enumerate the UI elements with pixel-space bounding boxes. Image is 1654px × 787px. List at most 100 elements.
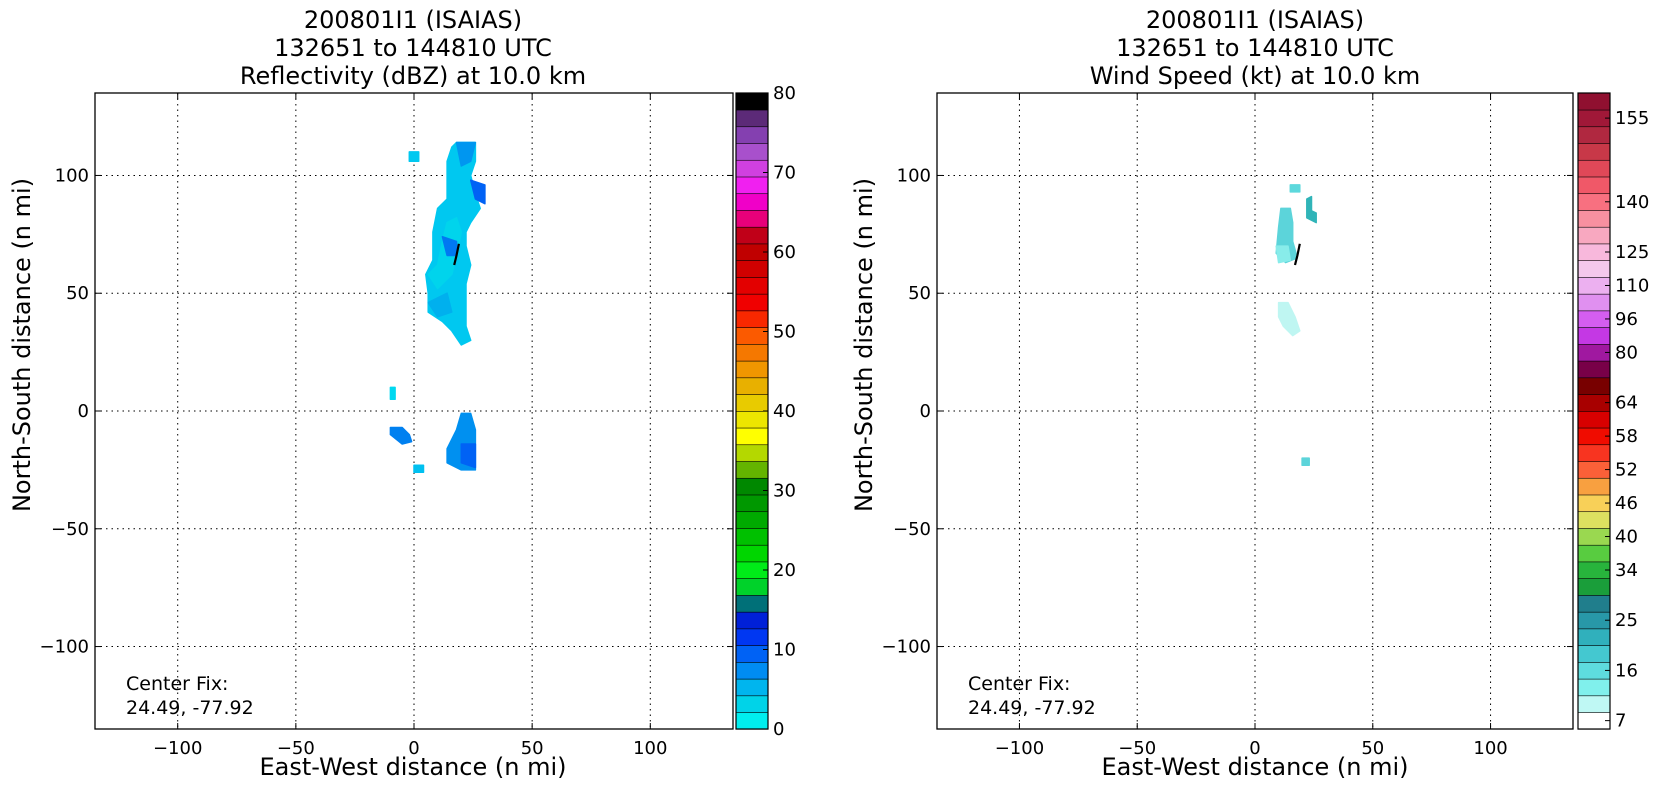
reflectivity-echo-region: [469, 179, 486, 205]
reflectivity-echo-region: [389, 426, 413, 445]
wind-speed-colorbar-segment: [1577, 645, 1611, 663]
wind-speed-colorbar-segment: [1577, 444, 1611, 462]
reflectivity-x-tick-label: −50: [277, 738, 315, 759]
reflectivity-y-axis-label: North-South distance (n mi): [8, 178, 36, 512]
wind-speed-colorbar-tick-label: 40: [1615, 527, 1638, 548]
wind-speed-colorbar-segment: [1577, 477, 1611, 496]
wind-speed-y-tick-label: 100: [897, 165, 931, 186]
wind-speed-y-tick-label: −50: [893, 519, 931, 540]
wind-speed-storm-track-line: [1293, 243, 1301, 266]
reflectivity-panel: 200801I1 (ISAIAS) 132651 to 144810 UTC R…: [8, 6, 796, 781]
reflectivity-colorbar-segment: [735, 460, 769, 479]
wind-speed-colorbar-tick-label: 80: [1615, 342, 1638, 363]
reflectivity-echo-region: [413, 464, 425, 473]
wind-speed-x-tick-label: 100: [1473, 738, 1507, 759]
wind-speed-colorbar-segment: [1577, 176, 1611, 195]
wind-speed-colorbar-segment: [1577, 142, 1611, 161]
wind-speed-wind-region: [1301, 457, 1310, 466]
wind-speed-colorbar-segment: [1577, 544, 1611, 563]
wind-speed-wind-region: [1277, 301, 1301, 337]
wind-speed-colorbar-tick-label: 16: [1615, 660, 1638, 681]
wind-speed-x-axis-label: East-West distance (n mi): [1101, 753, 1408, 781]
reflectivity-y-tick-label: −100: [40, 637, 89, 658]
reflectivity-colorbar-segment: [735, 594, 769, 613]
reflectivity-x-tick-label: 100: [633, 738, 667, 759]
reflectivity-colorbar-segment: [735, 310, 769, 328]
reflectivity-title-line-3: Reflectivity (dBZ) at 10.0 km: [240, 62, 586, 90]
wind-speed-colorbar-segment: [1577, 92, 1611, 111]
reflectivity-colorbar-segment: [735, 711, 769, 730]
wind-speed-center-fix-coordinates: 24.49, -77.92: [968, 697, 1096, 719]
reflectivity-colorbar-segment: [735, 260, 769, 278]
wind-speed-colorbar-tick-label: 58: [1615, 426, 1638, 447]
reflectivity-echo-region: [455, 141, 477, 167]
wind-speed-x-tick-label: 0: [1249, 738, 1260, 759]
reflectivity-colorbar: 0 10 20 30 40 50 60 70 80: [735, 83, 796, 740]
wind-speed-x-tick-label: −50: [1118, 738, 1156, 759]
reflectivity-colorbar-segment: [735, 427, 769, 446]
reflectivity-colorbar-segment: [735, 176, 769, 195]
reflectivity-y-tick-label: 100: [55, 165, 89, 186]
wind-speed-center-fix-label: Center Fix:: [968, 673, 1070, 695]
wind-speed-panel: 200801I1 (ISAIAS) 132651 to 144810 UTC W…: [850, 6, 1649, 781]
wind-speed-colorbar-segment: [1577, 327, 1611, 345]
reflectivity-colorbar-segment: [735, 444, 769, 462]
reflectivity-colorbar-segment: [735, 293, 769, 312]
reflectivity-data-layer: [389, 141, 486, 473]
wind-speed-colorbar-tick-label: 96: [1615, 309, 1638, 330]
reflectivity-echo-region: [408, 151, 420, 163]
wind-speed-colorbar-segment: [1577, 209, 1611, 228]
wind-speed-y-tick-label: 50: [908, 283, 931, 304]
wind-speed-wind-region: [1306, 195, 1317, 224]
wind-speed-title-line-3: Wind Speed (kt) at 10.0 km: [1090, 62, 1421, 90]
reflectivity-colorbar-segment: [735, 360, 769, 379]
wind-speed-data-layer: [1275, 184, 1317, 466]
reflectivity-colorbar-segment: [735, 109, 769, 128]
wind-speed-colorbar-tick-label: 125: [1615, 242, 1649, 263]
reflectivity-colorbar-segment: [735, 142, 769, 161]
reflectivity-colorbar-segment: [735, 209, 769, 228]
reflectivity-colorbar-segment: [735, 393, 769, 412]
wind-speed-y-tick-label: 0: [920, 401, 931, 422]
reflectivity-colorbar-segment: [735, 695, 769, 713]
wind-speed-colorbar-tick-label: 140: [1615, 192, 1649, 213]
wind-speed-colorbar-segment: [1577, 628, 1611, 646]
reflectivity-colorbar-segment: [735, 410, 769, 429]
wind-speed-colorbar-segment: [1577, 695, 1611, 713]
reflectivity-storm-track-line: [453, 243, 460, 266]
reflectivity-colorbar-segment: [735, 611, 769, 630]
reflectivity-x-tick-label: 0: [408, 738, 419, 759]
reflectivity-colorbar-tick-label: 80: [773, 83, 796, 104]
reflectivity-colorbar-segment: [735, 327, 769, 345]
wind-speed-colorbar-segment: [1577, 578, 1611, 596]
wind-speed-wind-region: [1289, 184, 1301, 193]
reflectivity-colorbar-segment: [735, 159, 769, 178]
wind-speed-colorbar: 7 16 25 34 40 46 52 58 64 80 96 110 125 140 155: [1577, 92, 1649, 732]
reflectivity-colorbar-segment: [735, 126, 769, 144]
reflectivity-colorbar-segment: [735, 527, 769, 546]
reflectivity-colorbar-segment: [735, 678, 769, 697]
wind-speed-colorbar-tick-label: 25: [1615, 610, 1638, 631]
wind-speed-colorbar-tick-label: 64: [1615, 393, 1638, 414]
reflectivity-x-tick-label: −100: [153, 738, 202, 759]
reflectivity-colorbar-segment: [735, 92, 769, 111]
wind-speed-colorbar-segment: [1577, 293, 1611, 312]
wind-speed-colorbar-segment: [1577, 377, 1611, 395]
reflectivity-colorbar-segment: [735, 628, 769, 646]
wind-speed-colorbar-segment: [1577, 260, 1611, 278]
reflectivity-colorbar-segment: [735, 494, 769, 513]
wind-speed-wind-region: [1275, 245, 1292, 264]
wind-speed-y-axis-label: North-South distance (n mi): [850, 178, 878, 512]
wind-speed-colorbar-segment: [1577, 159, 1611, 178]
reflectivity-colorbar-tick-label: 10: [773, 640, 796, 661]
reflectivity-colorbar-segment: [735, 544, 769, 563]
wind-speed-plot-area: −100 −50 0 50 100 −100 −50 0 50 100: [882, 92, 1574, 759]
reflectivity-colorbar-segment: [735, 645, 769, 663]
wind-speed-colorbar-segment: [1577, 410, 1611, 429]
reflectivity-center-fix-label: Center Fix:: [126, 673, 228, 695]
reflectivity-colorbar-segment: [735, 578, 769, 596]
reflectivity-colorbar-segment: [735, 276, 769, 295]
wind-speed-colorbar-tick-label: 34: [1615, 560, 1638, 581]
reflectivity-colorbar-tick-label: 40: [773, 401, 796, 422]
